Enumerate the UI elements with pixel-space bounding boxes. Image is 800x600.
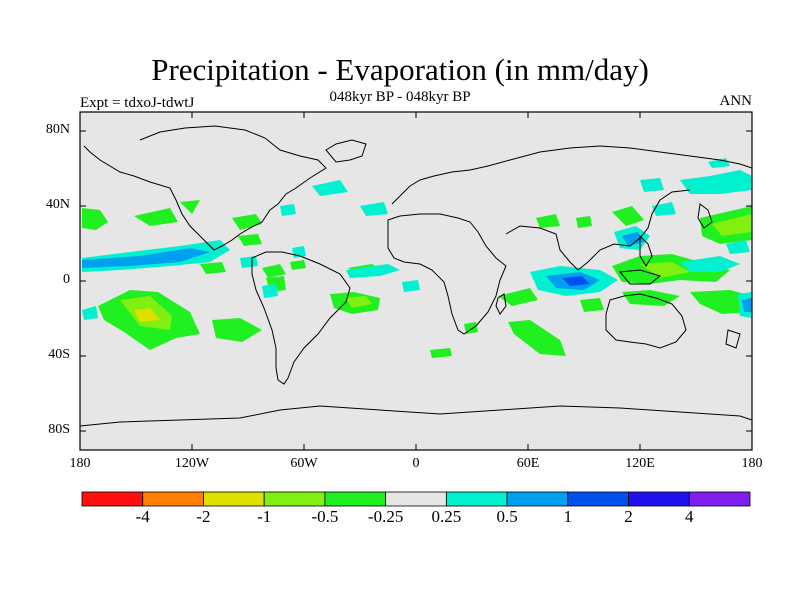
lon-label-0: 0 [412, 456, 420, 471]
colorbar-swatch [263, 491, 326, 507]
colorbar-tick-label: 1 [563, 507, 573, 526]
lat-label-80n: 80N [45, 122, 70, 137]
colorbar-tick-label: -0.5 [311, 507, 339, 526]
colorbar-tick-label: 0.25 [431, 507, 462, 526]
lon-label-120e: 120E [625, 456, 655, 471]
colorbar-swatch [385, 491, 447, 507]
colorbar-swatch [203, 491, 265, 507]
lat-label-80s: 80S [48, 422, 70, 437]
colorbar-tick-label: 0.5 [496, 507, 518, 526]
experiment-label: Expt = tdxoJ-tdwtJ [80, 95, 195, 111]
colorbar-swatch [324, 491, 387, 507]
lon-label-60e: 60E [516, 456, 540, 471]
anomaly-field [82, 158, 752, 358]
colorbar-tick-label: -1 [257, 507, 272, 526]
coastlines [80, 125, 752, 427]
colorbar-swatch [688, 491, 751, 507]
lon-label-60w: 60W [290, 456, 318, 471]
colorbar-tick-label: 2 [624, 507, 633, 526]
lat-label-0: 0 [63, 272, 70, 287]
lon-ticks [79, 112, 753, 450]
lat-label-40n: 40N [45, 197, 70, 212]
lat-ticks [80, 130, 752, 432]
colorbar-swatch [628, 491, 690, 507]
colorbar-tick-label: -4 [135, 507, 150, 526]
colorbar-swatch [567, 491, 629, 507]
chart-subtitle: 048kyr BP - 048kyr BP [329, 89, 471, 105]
lat-label-40s: 40S [48, 347, 70, 362]
lon-label-120w: 120W [174, 456, 210, 471]
colorbar-swatch [506, 491, 569, 507]
colorbar [81, 491, 751, 507]
lon-label-180e: 180 [741, 456, 763, 471]
colorbar-swatch [81, 491, 144, 507]
colorbar-swatch [142, 491, 204, 507]
period-label: ANN [719, 93, 753, 109]
lon-label-180w: 180 [69, 456, 91, 471]
colorbar-tick-label: 4 [685, 507, 694, 526]
chart-title: Precipitation - Evaporation (in mm/day) [151, 52, 649, 87]
colorbar-tick-label: -2 [196, 507, 211, 526]
colorbar-tick-label: -0.25 [367, 507, 404, 526]
colorbar-swatch [445, 491, 508, 507]
